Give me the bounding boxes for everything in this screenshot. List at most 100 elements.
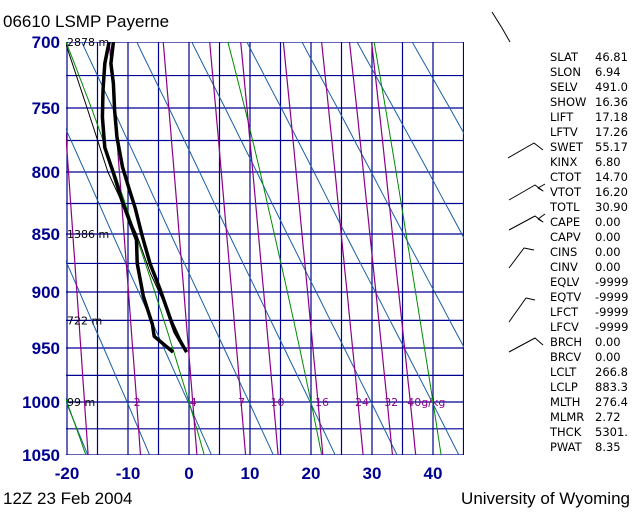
- mixing-ratio-line: [321, 42, 364, 455]
- index-key: MLMR: [550, 410, 585, 424]
- dewpoint-line: [100, 42, 175, 354]
- mixing-ratio-label: 16: [315, 396, 329, 409]
- index-key: SLAT: [550, 50, 578, 64]
- index-key: LFCT: [550, 305, 579, 319]
- mixing-ratio-label: 40g/kg: [407, 396, 445, 409]
- chart-title: 06610 LSMP Payerne: [3, 12, 170, 31]
- moist-adiabat: [66, 42, 205, 455]
- index-row: CAPE 0.00: [550, 215, 628, 230]
- index-row: SHOW 16.36: [550, 95, 628, 110]
- x-tick-label: 10: [241, 464, 260, 483]
- index-row: CINV 0.00: [550, 260, 628, 275]
- mixing-ratio-line: [371, 42, 417, 455]
- index-value: 16.20: [595, 185, 628, 199]
- dry-adiabat: [66, 259, 151, 455]
- y-tick-label: 900: [32, 283, 60, 302]
- index-key: EQLV: [550, 275, 580, 289]
- index-key: CAPE: [550, 215, 581, 229]
- indices-panel: SLAT 46.81 SLON 6.94 SELV 491.0 SHOW 16.36 LIFT 1…: [550, 50, 628, 455]
- index-key: BRCV: [550, 350, 582, 364]
- x-tick-label: 0: [184, 464, 193, 483]
- mixing-ratio-label: 7: [238, 396, 245, 409]
- index-key: SHOW: [550, 95, 587, 109]
- parcel-line: [66, 42, 188, 353]
- dry-adiabat: [356, 42, 464, 240]
- y-tick-label: 850: [32, 225, 60, 244]
- index-key: LFCV: [550, 320, 579, 334]
- index-row: TOTL 30.90: [550, 200, 628, 215]
- index-key: KINX: [550, 155, 578, 169]
- index-value: 0.00: [595, 335, 621, 349]
- x-tick-label: 30: [363, 464, 382, 483]
- dry-adiabat: [191, 42, 398, 455]
- wind-barbs: [491, 11, 546, 353]
- index-key: THCK: [550, 425, 582, 439]
- index-row: BRCV 0.00: [550, 350, 628, 365]
- index-value: 8.35: [595, 440, 621, 454]
- index-row: CTOT 14.70: [550, 170, 628, 185]
- index-key: MLTH: [550, 395, 581, 409]
- index-value: 0.00: [595, 230, 621, 244]
- index-key: CTOT: [550, 170, 582, 184]
- index-row: KINX 6.80: [550, 155, 628, 170]
- index-key: CINV: [550, 260, 578, 274]
- index-value: 46.81: [595, 50, 628, 64]
- wind-barb-icon: [508, 213, 546, 231]
- index-key: LFTV: [550, 125, 578, 139]
- dry-adiabat: [301, 42, 464, 349]
- index-key: CINS: [550, 245, 578, 259]
- index-value: -9999: [595, 320, 629, 334]
- index-row: SLAT 46.81: [550, 50, 628, 65]
- index-value: 5301.: [595, 425, 628, 439]
- index-row: THCK 5301.: [550, 425, 628, 440]
- index-value: 491.0: [595, 80, 628, 94]
- index-value: 0.00: [595, 350, 621, 364]
- index-key: PWAT: [550, 440, 582, 454]
- wind-barb-icon: [507, 142, 544, 159]
- index-row: EQLV -9999: [550, 275, 628, 290]
- index-value: 16.36: [595, 95, 628, 109]
- index-value: 883.3: [595, 380, 628, 394]
- index-row: CAPV 0.00: [550, 230, 628, 245]
- index-row: MLMR 2.72: [550, 410, 628, 425]
- index-row: LCLP 883.3: [550, 380, 628, 395]
- wind-barb-icon: [508, 297, 536, 323]
- x-tick-label: -20: [55, 464, 80, 483]
- mixing-ratio-line: [66, 128, 89, 455]
- mixing-ratio-label: 24: [355, 396, 369, 409]
- index-key: CAPV: [550, 230, 581, 244]
- index-row: MLTH 276.4: [550, 395, 628, 410]
- index-row: SLON 6.94: [550, 65, 628, 80]
- index-row: BRCH 0.00: [550, 335, 628, 350]
- moist-adiabat: [66, 397, 87, 455]
- index-row: LIFT 17.18: [550, 110, 628, 125]
- index-key: LCLP: [550, 380, 578, 394]
- dry-adiabat: [411, 42, 464, 135]
- index-row: LCLT 266.8: [550, 365, 628, 380]
- x-tick-label: -10: [116, 464, 141, 483]
- index-row: LFTV 17.26: [550, 125, 628, 140]
- index-row: SWET 55.17: [550, 140, 628, 155]
- index-value: 6.94: [595, 65, 621, 79]
- index-value: 55.17: [595, 140, 628, 154]
- plot-area: [66, 42, 464, 455]
- index-row: VTOT 16.20: [550, 185, 628, 200]
- moist-adiabat: [227, 42, 323, 455]
- height-label: 1386 m: [67, 228, 109, 241]
- mixing-ratio-label: 10: [271, 396, 285, 409]
- index-row: LFCT -9999: [550, 305, 628, 320]
- index-value: 276.4: [595, 395, 628, 409]
- index-key: SLON: [550, 65, 581, 79]
- dry-adiabat: [81, 42, 274, 455]
- source-credit: University of Wyoming: [461, 489, 630, 508]
- index-value: 17.18: [595, 110, 628, 124]
- index-row: LFCV -9999: [550, 320, 628, 335]
- index-value: 266.8: [595, 365, 628, 379]
- index-key: SWET: [550, 140, 583, 154]
- height-label: 2878 m: [67, 36, 109, 49]
- index-row: EQTV -9999: [550, 290, 628, 305]
- index-value: -9999: [595, 275, 629, 289]
- x-tick-label: 20: [302, 464, 321, 483]
- index-key: BRCH: [550, 335, 582, 349]
- x-tick-label: 40: [424, 464, 443, 483]
